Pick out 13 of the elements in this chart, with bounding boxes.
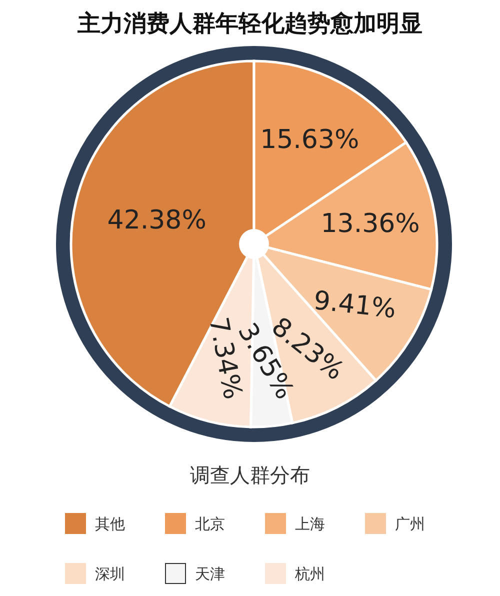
legend-label: 天津 [195, 565, 225, 583]
legend-label: 杭州 [294, 565, 325, 583]
chart-title: 主力消费人群年轻化趋势愈加明显 [76, 10, 422, 37]
data-label: 9.41% [312, 286, 398, 325]
legend-label: 广州 [395, 515, 425, 533]
data-label: 42.38% [107, 205, 206, 236]
data-label: 13.36% [320, 209, 420, 240]
legend-title: 调查人群分布 [190, 463, 310, 487]
legend-label: 深圳 [95, 565, 125, 583]
legend-label: 其他 [95, 515, 125, 533]
data-label: 15.63% [260, 124, 360, 155]
legend-label: 北京 [195, 515, 225, 533]
legend-label: 上海 [295, 515, 325, 533]
